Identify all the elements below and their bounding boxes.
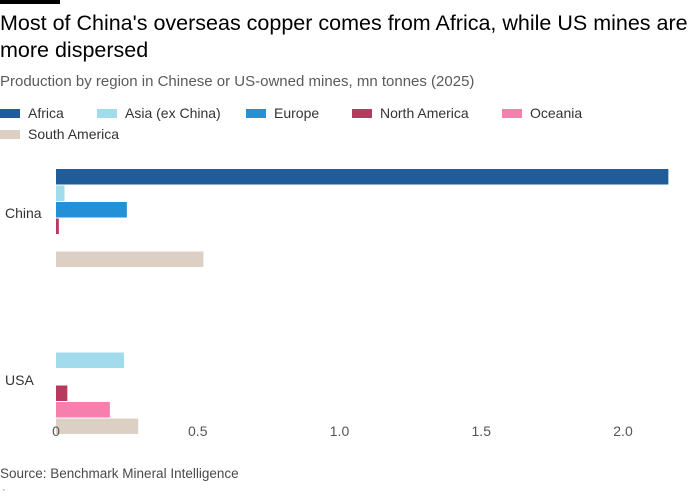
x-tick-label: 1.0 xyxy=(330,423,350,439)
legend-item-oceania: Oceania xyxy=(502,105,582,121)
legend-item-africa: Africa xyxy=(0,105,64,121)
bar-south-america-china xyxy=(56,251,204,267)
legend-item-asia: Asia (ex China) xyxy=(97,105,221,121)
category-label: China xyxy=(5,205,42,221)
legend-swatch xyxy=(502,108,522,118)
legend-swatch xyxy=(246,108,266,118)
legend-swatch xyxy=(97,108,117,118)
footer-mark: · xyxy=(2,484,6,496)
legend-item-europe: Europe xyxy=(246,105,319,121)
brand-bar xyxy=(0,0,60,4)
category-label: USA xyxy=(5,372,34,388)
legend-swatch xyxy=(0,129,20,139)
bar-north-america-china xyxy=(56,218,59,234)
chart-title: Most of China's overseas copper comes fr… xyxy=(0,11,688,62)
source-note: Source: Benchmark Mineral Intelligence xyxy=(0,466,239,481)
legend-label: Africa xyxy=(28,105,64,121)
legend-item-south-america: South America xyxy=(0,126,119,142)
chart-legend: Africa Asia (ex China) Europe North Amer… xyxy=(0,105,700,149)
legend-swatch xyxy=(352,108,372,118)
x-tick-label: 0 xyxy=(52,423,60,439)
legend-label: South America xyxy=(28,126,120,142)
legend-label: Europe xyxy=(274,105,320,121)
bar-africa-china xyxy=(56,169,669,185)
chart-subtitle: Production by region in Chinese or US-ow… xyxy=(0,73,475,90)
legend-label: Oceania xyxy=(530,105,583,121)
bar-oceania-usa xyxy=(56,402,110,418)
bar-south-america-usa xyxy=(56,418,139,434)
bar-asia-ex-china--usa xyxy=(56,352,125,368)
bar-chart: China USA 0 0.5 1.0 1.5 2.0 xyxy=(5,169,669,439)
bar-europe-china xyxy=(56,202,127,218)
bar-asia-ex-china--china xyxy=(56,185,65,201)
legend-label: Asia (ex China) xyxy=(125,105,221,121)
legend-swatch xyxy=(0,108,20,118)
x-tick-label: 0.5 xyxy=(188,423,208,439)
x-tick-label: 1.5 xyxy=(472,423,492,439)
bar-north-america-usa xyxy=(56,385,68,401)
legend-item-north-america: North America xyxy=(352,105,469,121)
legend-label: North America xyxy=(380,105,469,121)
x-tick-label: 2.0 xyxy=(613,423,633,439)
